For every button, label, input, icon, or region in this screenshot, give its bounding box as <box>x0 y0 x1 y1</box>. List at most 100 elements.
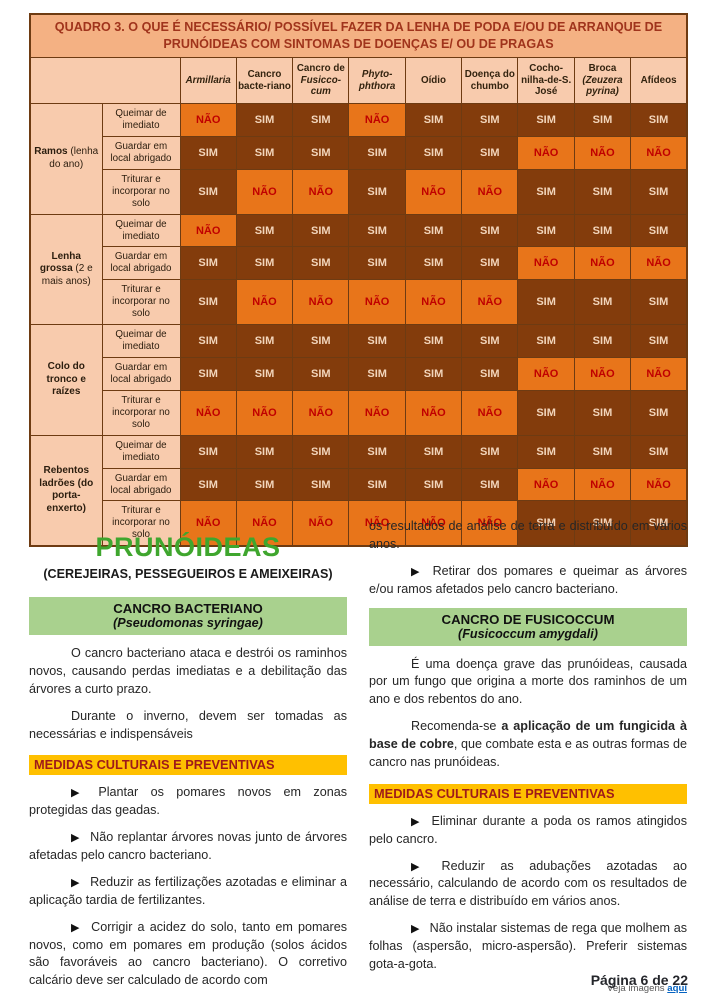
column-header: Oídio <box>404 57 463 104</box>
answer-cell: NÃO <box>461 500 519 547</box>
bullet-text: Reduzir as adubações azotadas ao necessá… <box>369 858 687 909</box>
answer-cell: NÃO <box>461 279 519 326</box>
paragraph-continuation: os resultados de análise de terra e dist… <box>369 519 687 551</box>
bullet-triangle-icon: ▶ <box>71 832 81 845</box>
row-group-label: Rebentos ladrões (do porta-enxerto) <box>29 434 103 547</box>
paragraph: É uma doença grave das prunóideas, causa… <box>369 656 687 707</box>
row-action-label: Guardar em local abrigado <box>101 135 181 170</box>
bullet-triangle-icon: ▶ <box>71 787 89 800</box>
column-header: Cancro de Fusicco-cum <box>292 57 350 104</box>
answer-cell: SIM <box>179 357 237 391</box>
answer-cell: SIM <box>573 213 632 248</box>
answer-cell: SIM <box>630 279 688 326</box>
column-header: Afídeos <box>630 57 688 104</box>
answer-cell: SIM <box>292 467 350 502</box>
answer-cell: NÃO <box>179 213 237 248</box>
measures-banner: MEDIDAS CULTURAIS E PREVENTIVAS <box>29 755 347 776</box>
answer-cell: SIM <box>179 135 237 170</box>
answer-cell: SIM <box>573 324 632 358</box>
row-action-label: Triturar e incorporar no solo <box>101 389 181 436</box>
answer-cell: NÃO <box>292 168 350 215</box>
answer-cell: SIM <box>404 246 463 281</box>
paragraph-text: , que combate esta e as outras formas de… <box>369 737 687 769</box>
answer-cell: NÃO <box>630 357 688 391</box>
bullet-triangle-icon: ▶ <box>71 921 82 934</box>
answer-cell: SIM <box>517 213 575 248</box>
bullet-triangle-icon: ▶ <box>411 815 422 828</box>
answer-cell: SIM <box>179 467 237 502</box>
paragraph: Durante o inverno, devem ser tomadas as … <box>29 708 347 741</box>
answer-cell: SIM <box>235 434 294 469</box>
see-images-text: Veja imagens <box>607 982 668 994</box>
row-action-label: Triturar e incorporar no solo <box>101 168 181 215</box>
answer-cell: SIM <box>348 168 406 215</box>
see-images-note: Veja imagens aqui <box>369 983 687 994</box>
answer-cell: SIM <box>292 103 350 137</box>
answer-cell: NÃO <box>461 168 519 215</box>
answer-cell: SIM <box>630 500 688 547</box>
answer-cell: NÃO <box>292 279 350 326</box>
answer-cell: NÃO <box>630 135 688 170</box>
bullet-item: ▶ Reduzir as fertilizações azotadas e eli… <box>29 874 347 910</box>
answer-cell: SIM <box>404 135 463 170</box>
answer-cell: NÃO <box>517 246 575 281</box>
answer-cell: SIM <box>517 434 575 469</box>
answer-cell: SIM <box>348 324 406 358</box>
row-action-label: Queimar de imediato <box>101 434 181 469</box>
answer-cell: SIM <box>573 279 632 326</box>
bullet-text: Corrigir a acidez do solo, tanto em poma… <box>29 919 347 988</box>
answer-cell: SIM <box>348 135 406 170</box>
answer-cell: SIM <box>235 357 294 391</box>
answer-cell: SIM <box>348 434 406 469</box>
answer-cell: SIM <box>404 467 463 502</box>
right-column: os resultados de análise de terra e dist… <box>369 516 687 999</box>
answer-cell: NÃO <box>517 357 575 391</box>
answer-cell: SIM <box>461 135 519 170</box>
answer-cell: SIM <box>235 324 294 358</box>
answer-cell: SIM <box>348 357 406 391</box>
row-action-label: Guardar em local abrigado <box>101 246 181 281</box>
answer-cell: SIM <box>179 246 237 281</box>
corner-cell <box>29 57 181 104</box>
answer-cell: SIM <box>292 324 350 358</box>
section-subheading: (Pseudomonas syringae) <box>113 616 263 630</box>
answer-cell: SIM <box>461 434 519 469</box>
answer-cell: NÃO <box>348 500 406 547</box>
bold-text: a aplicação de um fungicida à base de co… <box>369 719 687 751</box>
bullet-text: Retirar dos pomares e queimar as árvores… <box>369 563 687 596</box>
paragraph: O cancro bacteriano ataca e destrói os r… <box>29 646 347 696</box>
answer-cell: SIM <box>292 135 350 170</box>
bullet-item: ▶ Retirar dos pomares e queimar as árvore… <box>369 563 687 599</box>
answer-cell: SIM <box>179 324 237 358</box>
answer-cell: SIM <box>573 434 632 469</box>
answer-cell: SIM <box>179 434 237 469</box>
section-heading: CANCRO DE FUSICOCCUM <box>441 611 615 627</box>
answer-cell: NÃO <box>235 168 294 215</box>
answer-cell: NÃO <box>235 279 294 326</box>
answer-cell: SIM <box>517 324 575 358</box>
answer-cell: NÃO <box>630 467 688 502</box>
row-action-label: Triturar e incorporar no solo <box>101 500 181 547</box>
answer-cell: SIM <box>517 103 575 137</box>
answer-cell: SIM <box>461 357 519 391</box>
paragraph: Recomenda-se a aplicação de um fungicida… <box>369 718 687 772</box>
see-images-link[interactable]: aqui <box>667 982 687 994</box>
answer-cell: SIM <box>404 213 463 248</box>
answer-cell: SIM <box>630 434 688 469</box>
answer-cell: NÃO <box>179 500 237 547</box>
answer-cell: NÃO <box>573 357 632 391</box>
bullet-triangle-icon: ▶ <box>411 860 432 873</box>
bullet-item: ▶ Corrigir a acidez do solo, tanto em pom… <box>29 919 347 991</box>
answer-cell: NÃO <box>461 389 519 436</box>
bullet-item: ▶ Reduzir as adubações azotadas ao necess… <box>369 858 687 912</box>
bullet-triangle-icon: ▶ <box>71 876 81 889</box>
answer-cell: NÃO <box>348 279 406 326</box>
column-header: Broca (Zeuzera pyrina) <box>573 57 632 104</box>
answer-cell: SIM <box>404 324 463 358</box>
row-action-label: Queimar de imediato <box>101 213 181 248</box>
table-title: QUADRO 3. O QUE É NECESSÁRIO/ POSSÍVEL F… <box>29 13 688 58</box>
bullet-triangle-icon: ▶ <box>411 565 423 578</box>
row-action-label: Triturar e incorporar no solo <box>101 279 181 326</box>
answer-cell: SIM <box>573 103 632 137</box>
answer-cell: SIM <box>179 279 237 326</box>
